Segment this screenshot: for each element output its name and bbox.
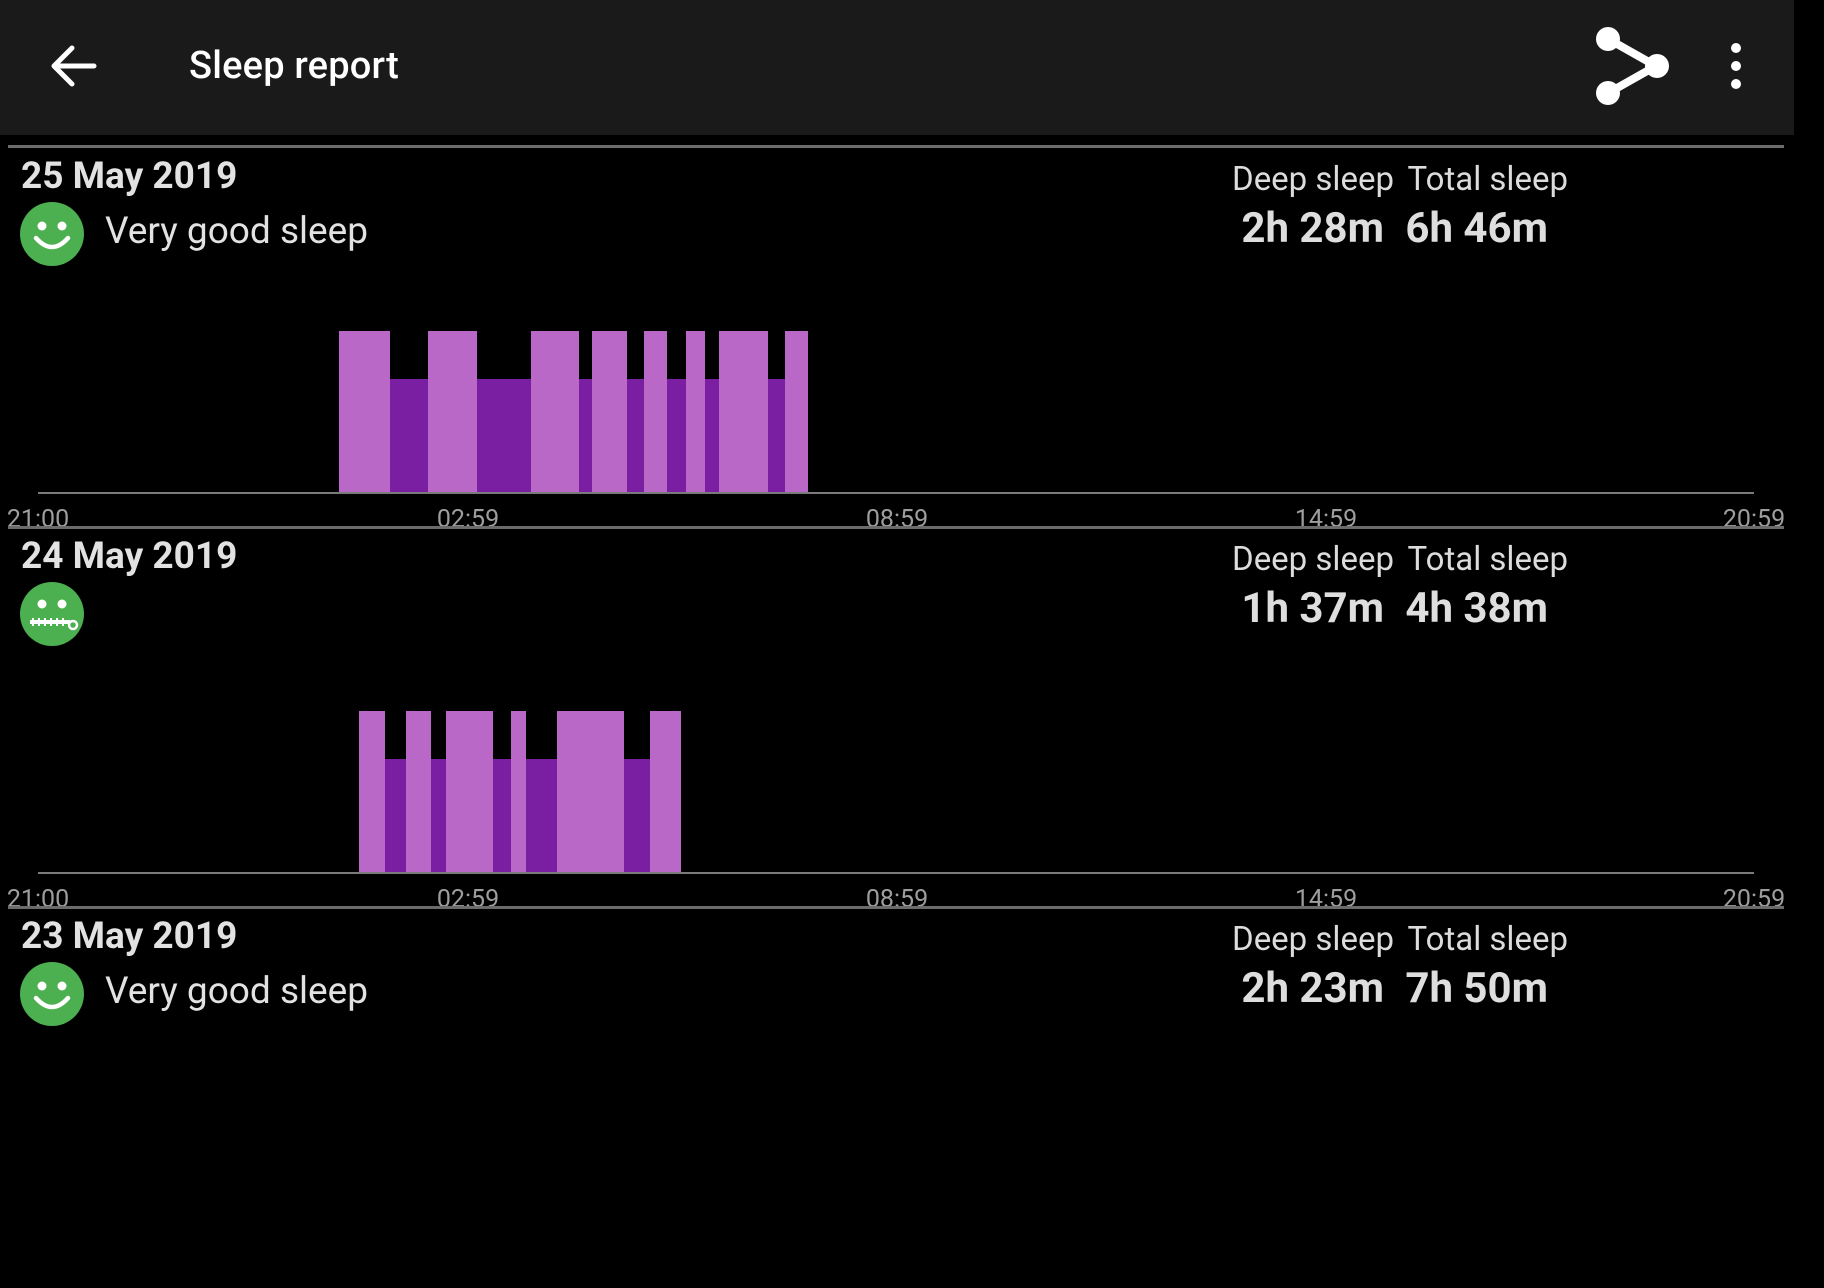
sleep-chart: 21:00 02:59 08:59 14:59 20:59 xyxy=(0,313,1794,534)
arrow-back-icon[interactable] xyxy=(44,36,104,96)
light-sleep-bar xyxy=(718,331,768,493)
deep-sleep-bar xyxy=(627,379,644,493)
axis-tick-label: 14:59 xyxy=(1294,505,1358,534)
deep-sleep-bar xyxy=(526,759,558,873)
light-sleep-bar xyxy=(406,711,431,873)
total-sleep-value: 4h 38m xyxy=(1405,584,1548,633)
total-sleep-value: 7h 50m xyxy=(1405,964,1548,1013)
deep-sleep-label: Deep sleep xyxy=(1232,540,1394,579)
app-bar: Sleep report xyxy=(0,0,1794,135)
sleep-day-card[interactable]: 23 May 2019 Very good sleep Deep sleep T… xyxy=(0,908,1794,1288)
day-date: 23 May 2019 xyxy=(21,915,238,958)
deep-sleep-bar xyxy=(623,759,651,873)
light-sleep-bar xyxy=(650,711,682,873)
total-sleep-label: Total sleep xyxy=(1407,160,1568,199)
sleep-quality-label: Very good sleep xyxy=(105,210,369,253)
total-sleep-value: 6h 46m xyxy=(1405,204,1548,253)
axis-tick-label: 20:59 xyxy=(1722,885,1786,914)
deep-sleep-bar xyxy=(578,379,593,493)
light-sleep-bar xyxy=(530,331,579,493)
light-sleep-bar xyxy=(428,331,477,493)
deep-sleep-value: 1h 37m xyxy=(1241,584,1384,633)
deep-sleep-bar xyxy=(705,379,719,493)
axis-tick-label: 21:00 xyxy=(6,885,70,914)
light-sleep-bar xyxy=(643,331,668,493)
deep-sleep-label: Deep sleep xyxy=(1232,920,1394,959)
sleep-quality-label: Very good sleep xyxy=(105,970,369,1013)
deep-sleep-bar xyxy=(768,379,786,493)
axis-tick-label: 08:59 xyxy=(865,885,929,914)
light-sleep-bar xyxy=(592,331,628,493)
separator xyxy=(8,906,1784,909)
separator xyxy=(8,145,1784,148)
axis-tick-label: 20:59 xyxy=(1722,505,1786,534)
light-sleep-bar xyxy=(339,331,390,493)
sleep-day-card[interactable]: 24 May 2019 Deep sleep Total sleep 1h 37… xyxy=(0,528,1794,914)
page-title: Sleep report xyxy=(189,44,399,88)
deep-sleep-bar xyxy=(667,379,686,493)
sleep-chart: 21:00 02:59 08:59 14:59 20:59 xyxy=(0,693,1794,914)
deep-sleep-bar xyxy=(384,759,407,873)
separator xyxy=(8,526,1784,529)
day-date: 24 May 2019 xyxy=(21,535,238,578)
sleep-bars xyxy=(0,693,1794,873)
deep-sleep-bar xyxy=(430,759,446,873)
share-icon[interactable] xyxy=(1588,26,1672,106)
light-sleep-bar xyxy=(557,711,624,873)
deep-sleep-bar xyxy=(477,379,531,493)
deep-sleep-value: 2h 28m xyxy=(1241,204,1384,253)
axis-tick-label: 02:59 xyxy=(436,505,500,534)
axis-tick-label: 08:59 xyxy=(865,505,929,534)
deep-sleep-bar xyxy=(389,379,429,493)
deep-sleep-value: 2h 23m xyxy=(1241,964,1384,1013)
chart-axis-line xyxy=(38,492,1754,494)
sleep-day-card[interactable]: 25 May 2019 Very good sleep Deep sleep T… xyxy=(0,148,1794,534)
chart-axis-line xyxy=(38,872,1754,874)
light-sleep-bar xyxy=(685,331,706,493)
axis-tick-label: 21:00 xyxy=(6,505,70,534)
deep-sleep-bar xyxy=(493,759,511,873)
light-sleep-bar xyxy=(359,711,385,873)
axis-tick-label: 02:59 xyxy=(436,885,500,914)
sleep-bars xyxy=(0,313,1794,493)
total-sleep-label: Total sleep xyxy=(1407,540,1568,579)
light-sleep-bar xyxy=(445,711,494,873)
total-sleep-label: Total sleep xyxy=(1407,920,1568,959)
light-sleep-bar xyxy=(785,331,809,493)
more-vert-icon[interactable] xyxy=(1716,36,1756,96)
smiley-face-icon xyxy=(20,962,84,1026)
deep-sleep-label: Deep sleep xyxy=(1232,160,1394,199)
day-date: 25 May 2019 xyxy=(21,155,238,198)
light-sleep-bar xyxy=(510,711,527,873)
zipped-mouth-face-icon xyxy=(20,582,84,646)
smiley-face-icon xyxy=(20,202,84,266)
axis-tick-label: 14:59 xyxy=(1294,885,1358,914)
